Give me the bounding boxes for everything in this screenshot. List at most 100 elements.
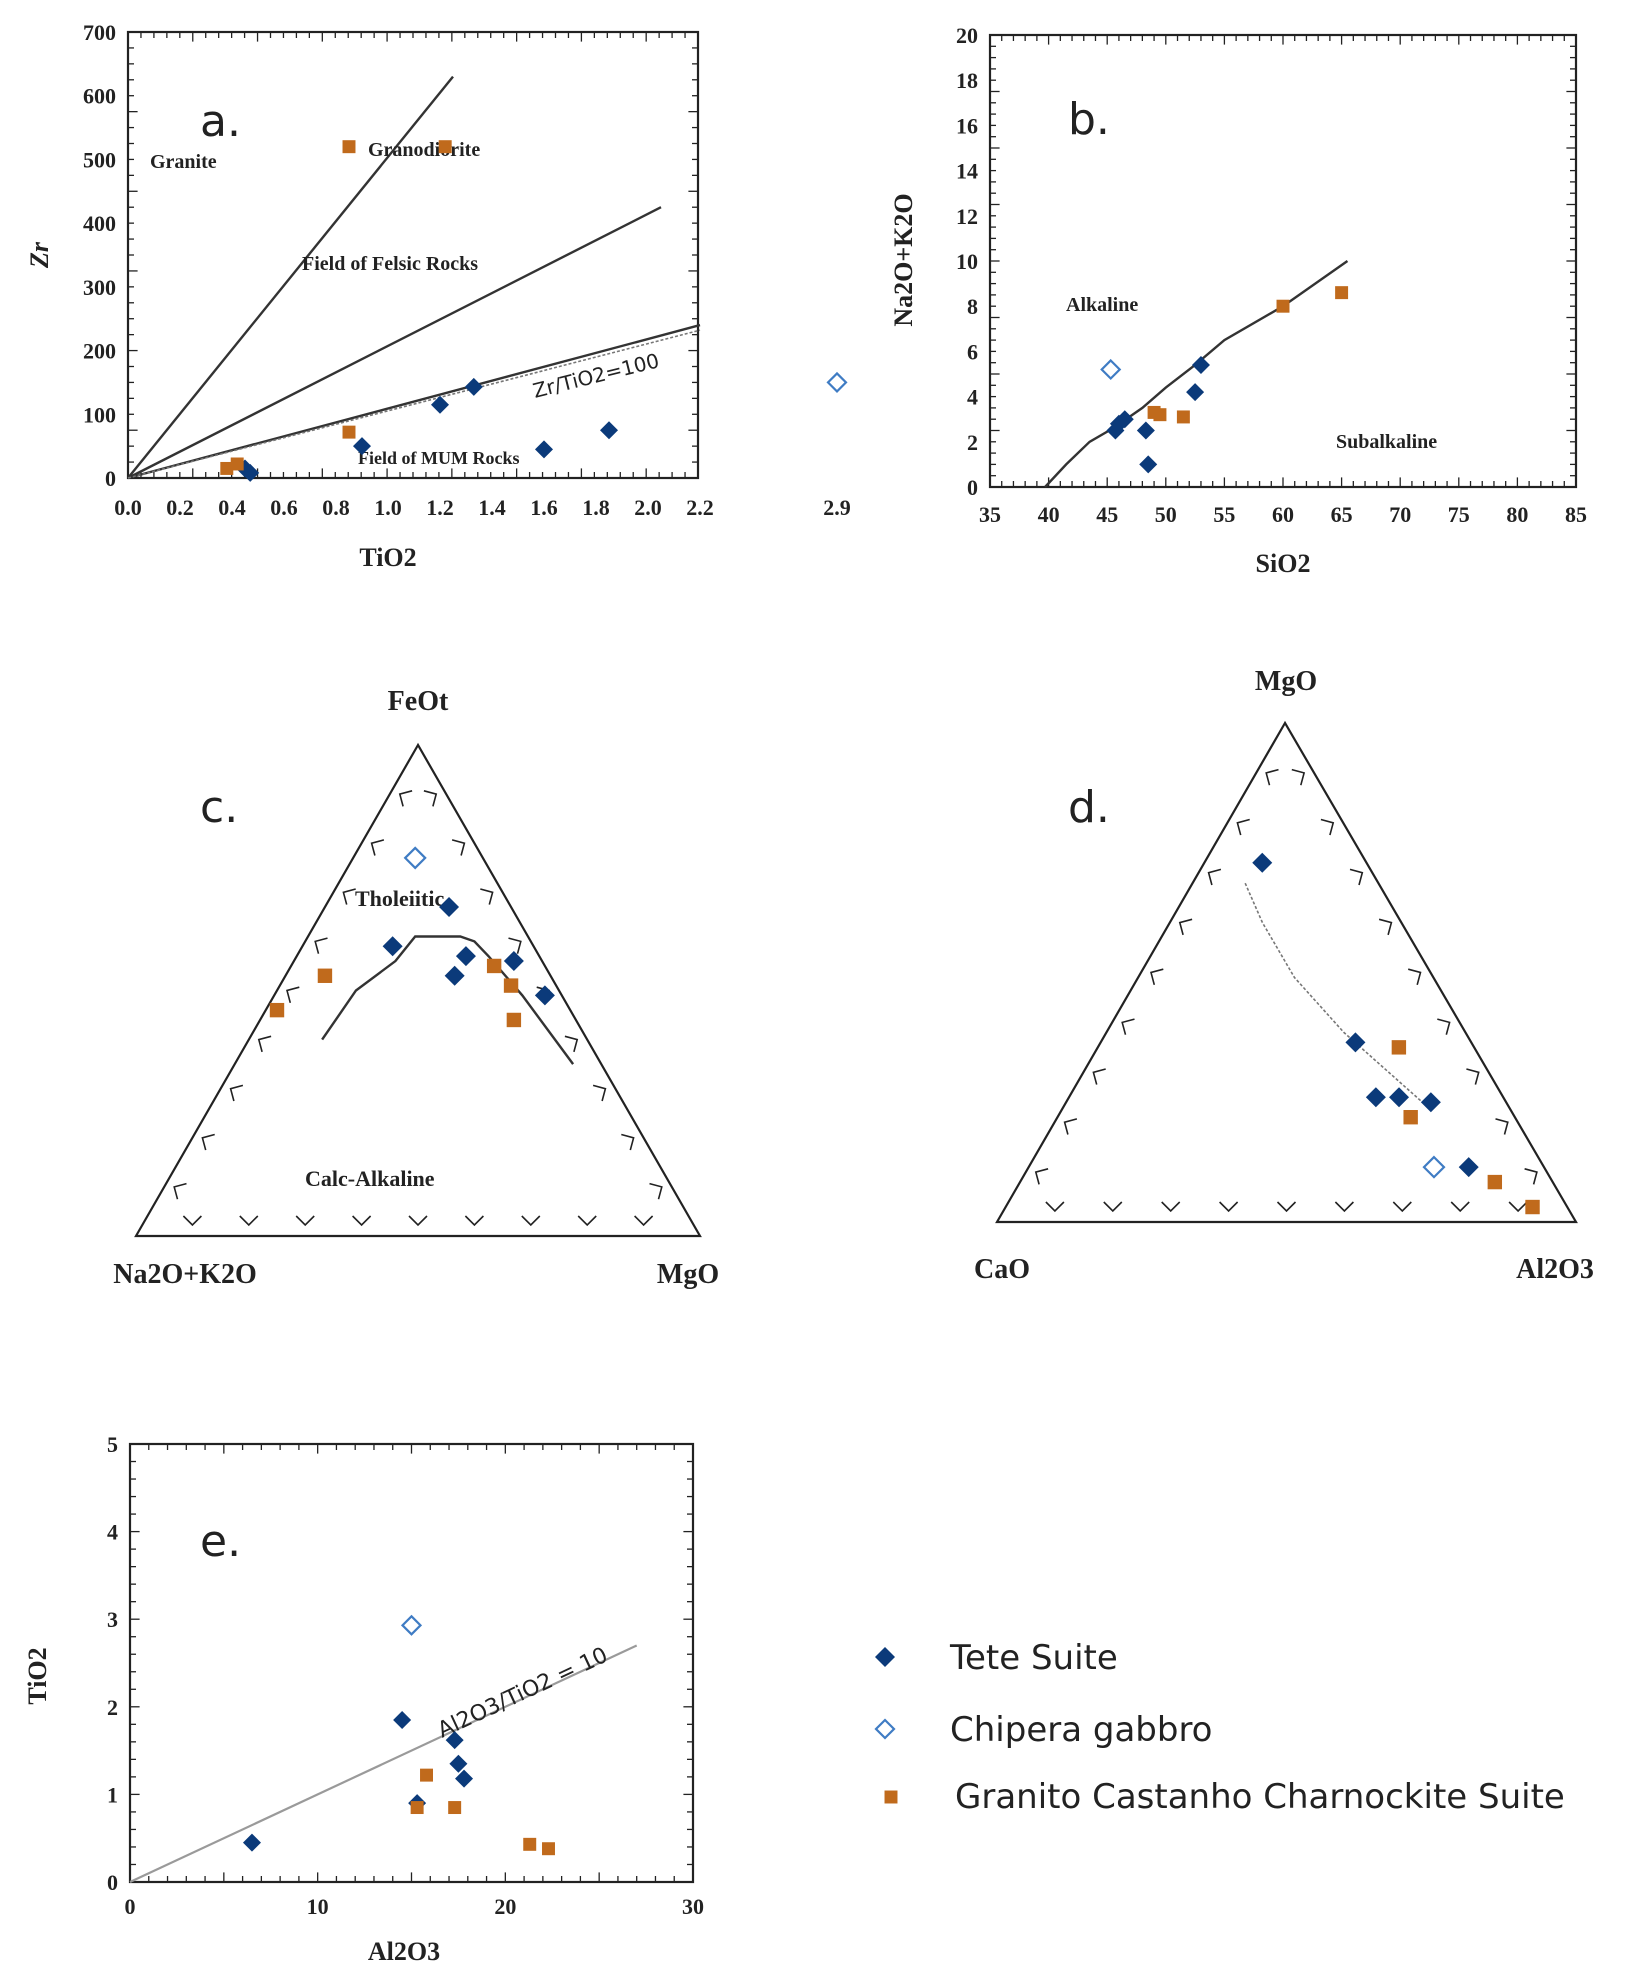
- panel-b-x-tick-labels: 35 40 45 50 55 60 65 70 75 80 85: [979, 502, 1587, 527]
- d-tick-24: [1508, 1201, 1528, 1213]
- field-label-subalkaline: Subalkaline: [1336, 431, 1437, 453]
- c-tick-11: [564, 1035, 579, 1053]
- panel-b-alkaline-boundary: [1044, 260, 1349, 488]
- legend-label-chipera: Chipera gabbro: [950, 1710, 1212, 1750]
- panel-b-y-tick-0: 0: [967, 475, 978, 500]
- panel-a-line-0: [127, 75, 454, 479]
- panel-a-point-granito-4: [438, 140, 452, 154]
- panel-b-point-tete-6: [1191, 355, 1210, 374]
- panel-d: MgO CaO Al2O3 d.: [974, 666, 1594, 1285]
- d-tick-26: [1291, 768, 1306, 786]
- c-point-chipera-0: [403, 846, 427, 870]
- panel-b-x-tick-50: 50: [1155, 502, 1177, 527]
- c-point-granito-1: [317, 968, 333, 983]
- panel-a-point-granito-2: [342, 425, 356, 439]
- d-tick-11: [1437, 1018, 1451, 1035]
- panel-b-y-tick-10: 10: [956, 249, 978, 274]
- panel-e-y-label: TiO2: [23, 1647, 52, 1704]
- panel-a-point-granito-3: [342, 140, 356, 154]
- c-tick-3: [239, 1215, 259, 1227]
- panel-e-points: [242, 1614, 555, 1856]
- d-tick-18: [1392, 1201, 1412, 1213]
- d-tick-21: [1450, 1201, 1470, 1213]
- panel-b-point-granito-3: [1276, 299, 1290, 313]
- panel-b-y-tick-14: 14: [956, 159, 978, 184]
- field-label-mum: Field of MUM Rocks: [358, 448, 519, 468]
- panel-e-point-granito-0: [410, 1801, 424, 1815]
- d-tick-6: [1161, 1201, 1181, 1213]
- c-tick-7: [229, 1084, 244, 1102]
- c-tick-17: [508, 937, 522, 954]
- c-tick-26: [423, 790, 438, 807]
- panel-e-y-tick-3: 3: [107, 1607, 118, 1632]
- panel-b-x-tick-75: 75: [1448, 502, 1470, 527]
- al2o3-tio2-line-label: Al2O3/TiO2 = 10: [434, 1643, 612, 1744]
- panel-b-y-tick-20: 20: [956, 23, 978, 48]
- panel-a-y-tick-400: 400: [83, 211, 116, 236]
- panel-a-x-tick-0.4: 0.4: [218, 495, 246, 520]
- c-point-tete-1: [444, 965, 465, 986]
- panel-c-apex-top: FeOt: [388, 686, 449, 717]
- panel-a-line-2: [127, 323, 701, 480]
- panel-b-x-tick-80: 80: [1506, 502, 1528, 527]
- panel-e-label: e.: [200, 1516, 241, 1567]
- panel-d-points: [1252, 852, 1540, 1215]
- panel-a-point-tete-6: [600, 421, 618, 440]
- field-label-granite: Granite: [150, 151, 217, 173]
- panel-a-y-tick-100: 100: [83, 402, 116, 427]
- panel-b-x-tick-60: 60: [1272, 502, 1294, 527]
- panel-e-y-tick-4: 4: [107, 1520, 118, 1545]
- legend-markers: [874, 1647, 898, 1804]
- panel-e-point-granito-1: [420, 1768, 433, 1782]
- c-tick-24: [634, 1215, 654, 1227]
- c-tick-1: [173, 1182, 187, 1200]
- legend-marker-granito: [884, 1790, 898, 1804]
- panel-b: 0 2 4 6 8 10 12 14 16 18 20 35 40 45 50 55 60 65 70 75 80 85…: [889, 23, 1587, 578]
- panel-a-point-tete-5: [535, 440, 553, 459]
- panel-a-y-tick-200: 200: [83, 339, 116, 364]
- d-tick-9: [1219, 1201, 1239, 1213]
- panel-b-label: b.: [1068, 94, 1110, 145]
- panel-a-x-tick-labels: 0.0 0.2 0.4 0.6 0.8 1.0 1.2 1.4 1.6 1.8 2.0 2.2 2.9: [114, 495, 851, 520]
- d-tick-12: [1276, 1201, 1297, 1213]
- d-point-chipera-0: [1422, 1155, 1446, 1179]
- panel-e-y-tick-0: 0: [107, 1870, 118, 1895]
- d-tick-23: [1320, 818, 1335, 836]
- panel-b-y-tick-16: 16: [956, 113, 978, 138]
- legend-marker-chipera: [874, 1718, 896, 1740]
- panel-a-y-tick-labels: 0 100 200 300 400 500 600 700: [83, 20, 116, 491]
- d-tick-4: [1063, 1118, 1078, 1135]
- field-label-calc-alkaline: Calc-Alkaline: [305, 1166, 435, 1191]
- panel-b-y-tick-18: 18: [956, 68, 978, 93]
- panel-e-point-tete-5: [455, 1769, 474, 1788]
- panel-b-minor-ticks: [989, 34, 1577, 488]
- panel-b-x-tick-85: 85: [1565, 502, 1587, 527]
- d-tick-22: [1236, 818, 1250, 836]
- c-tick-16: [314, 937, 328, 954]
- c-tick-19: [342, 888, 356, 905]
- legend: Tete Suite Chipera gabbro Granito Castan…: [874, 1638, 1565, 1817]
- panel-e-point-tete-4: [449, 1754, 468, 1773]
- panel-b-y-tick-12: 12: [956, 204, 978, 229]
- panel-d-apex-left: CaO: [974, 1254, 1030, 1285]
- d-point-granito-2: [1487, 1174, 1503, 1190]
- c-point-tete-0: [382, 936, 403, 957]
- panel-d-ticks: [1034, 768, 1538, 1213]
- d-tick-10: [1121, 1018, 1135, 1035]
- d-tick-16: [1178, 918, 1193, 936]
- d-tick-14: [1407, 968, 1422, 986]
- d-point-tete-4: [1420, 1092, 1441, 1113]
- field-label-granodiorite: Granodiorite: [368, 139, 480, 161]
- panel-b-x-label: SiO2: [1256, 549, 1311, 578]
- c-point-tete-3: [455, 946, 476, 967]
- c-tick-23: [451, 839, 466, 856]
- panel-c-triangle: [134, 742, 702, 1238]
- c-tick-21: [577, 1215, 597, 1227]
- c-point-tete-5: [534, 985, 555, 1006]
- panel-a-y-tick-300: 300: [83, 275, 116, 300]
- d-tick-7: [1092, 1068, 1106, 1085]
- d-point-tete-5: [1458, 1157, 1479, 1178]
- panel-e-point-tete-1: [393, 1710, 412, 1729]
- panel-a-point-chipera-0: [826, 371, 848, 393]
- panel-b-point-tete-2: [1115, 410, 1134, 429]
